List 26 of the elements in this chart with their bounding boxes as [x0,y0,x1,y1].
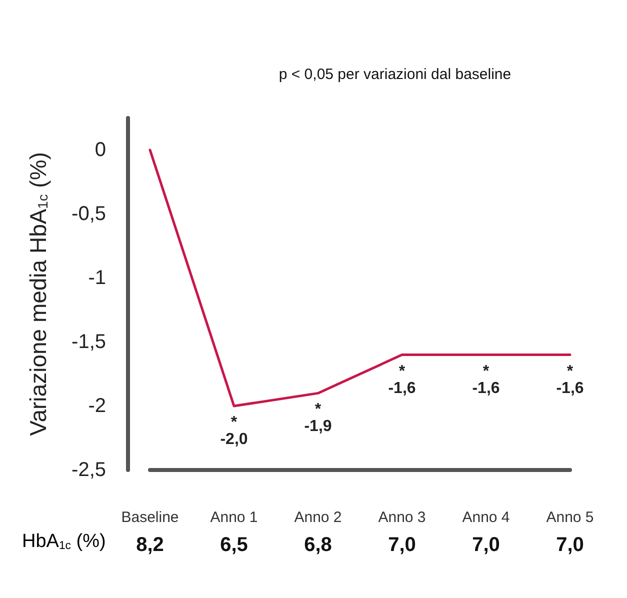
text: 7,0 [556,534,584,556]
data-label: * -2,0 [220,414,248,448]
data-label: * -1,9 [304,401,332,436]
text: 7,0 [472,534,500,556]
data-label: * -1,6 [388,362,416,397]
data-label: * -1,6 [472,362,500,397]
chart-title: p < 0,05 per variazioni dal baseline [278,66,512,83]
data-label: * -1,6 [556,362,584,397]
text: HbA1c (%) [22,531,106,552]
x-tick-label: Anno 1 [210,509,258,526]
x-tick-label: Anno 3 [378,509,426,526]
text: 8,2 [136,534,164,556]
y-tick-label: -1 [88,267,106,289]
x-tick-label: Anno 2 [294,509,342,526]
x-tick-label: Anno 5 [546,509,594,526]
text: 6,8 [304,534,332,556]
y-tick-label: 0 [94,139,106,161]
y-tick-label: -2 [88,395,106,417]
y-tick-label: -0,5 [72,203,106,225]
text: 6,5 [220,534,248,556]
x-tick-label: Baseline [121,509,179,526]
y-tick-label: -2,5 [72,459,106,481]
text: 7,0 [388,534,416,556]
y-tick-label: -1,5 [72,331,106,353]
y-axis-title: Variazione media HbA1c (%) [24,152,51,436]
x-tick-label: Anno 4 [462,509,510,526]
